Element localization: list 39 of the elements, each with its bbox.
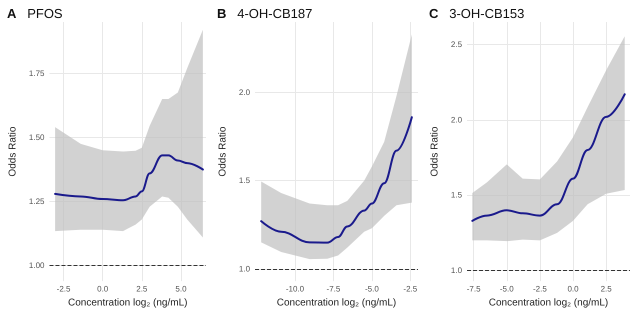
y-tick-label: 1.5 bbox=[238, 176, 251, 186]
chart-subtitle: 3-OH-CB153 bbox=[438, 6, 524, 21]
y-tick-label: 1.75 bbox=[28, 68, 46, 78]
x-tick-label: -5.0 bbox=[500, 284, 514, 294]
y-tick-label: 1.0 bbox=[238, 264, 251, 274]
x-tick-label: 2.5 bbox=[136, 284, 148, 294]
y-tick-label: 1.50 bbox=[28, 132, 46, 142]
chart-subtitle: PFOS bbox=[16, 6, 63, 21]
y-axis-title: Odds Ratio bbox=[218, 126, 228, 177]
y-axis-title: Odds Ratio bbox=[430, 126, 440, 177]
chart-title: C bbox=[429, 6, 439, 21]
x-tick-label: 0.0 bbox=[567, 284, 580, 294]
y-tick-label: 1.0 bbox=[450, 266, 463, 276]
x-tick-label: 2.5 bbox=[600, 284, 612, 294]
y-tick-label: 1.00 bbox=[28, 261, 46, 270]
chart-title: B bbox=[217, 6, 226, 21]
y-tick-label: 2.0 bbox=[450, 115, 463, 124]
y-tick-label: 2.5 bbox=[450, 40, 463, 50]
x-tick-label: -2.5 bbox=[533, 284, 548, 294]
x-axis-title: Concentration log₂ (ng/mL) bbox=[488, 298, 608, 308]
x-tick-label: 0.0 bbox=[97, 284, 109, 294]
x-axis-title: Concentration log₂ (ng/mL) bbox=[276, 298, 396, 308]
x-axis-title: Concentration log₂ (ng/mL) bbox=[68, 298, 188, 308]
x-tick-label: 5.0 bbox=[175, 284, 188, 294]
x-tick-label: -10.0 bbox=[286, 284, 305, 294]
chart-title: A bbox=[7, 6, 17, 21]
x-tick-label: -7.5 bbox=[326, 284, 341, 294]
y-axis-title: Odds Ratio bbox=[8, 126, 18, 177]
line-series bbox=[260, 116, 413, 244]
line-series bbox=[54, 154, 204, 202]
x-tick-label: -5.0 bbox=[364, 284, 380, 294]
y-tick-label: 2.0 bbox=[238, 88, 251, 98]
x-tick-label: -2.5 bbox=[56, 284, 71, 294]
y-tick-label: 1.5 bbox=[450, 190, 463, 200]
x-tick-label: -7.5 bbox=[466, 284, 482, 294]
x-tick-label: -2.5 bbox=[403, 284, 418, 294]
y-tick-label: 1.25 bbox=[28, 197, 46, 206]
chart-subtitle: 4-OH-CB187 bbox=[226, 6, 312, 21]
line-series bbox=[471, 93, 626, 222]
